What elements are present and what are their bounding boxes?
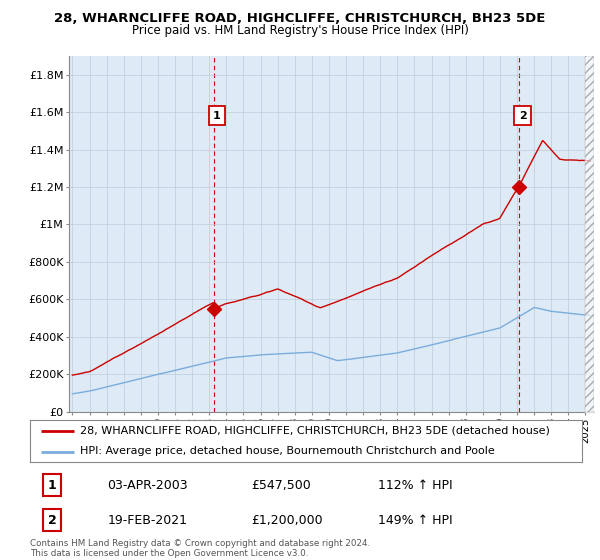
Text: 149% ↑ HPI: 149% ↑ HPI — [378, 514, 452, 526]
Text: 1: 1 — [48, 479, 56, 492]
Text: 2: 2 — [518, 111, 526, 121]
Text: 28, WHARNCLIFFE ROAD, HIGHCLIFFE, CHRISTCHURCH, BH23 5DE: 28, WHARNCLIFFE ROAD, HIGHCLIFFE, CHRIST… — [55, 12, 545, 25]
Text: 19-FEB-2021: 19-FEB-2021 — [107, 514, 187, 526]
Text: 03-APR-2003: 03-APR-2003 — [107, 479, 188, 492]
Text: 112% ↑ HPI: 112% ↑ HPI — [378, 479, 452, 492]
Text: 2: 2 — [48, 514, 56, 526]
Text: Price paid vs. HM Land Registry's House Price Index (HPI): Price paid vs. HM Land Registry's House … — [131, 24, 469, 36]
Text: 1: 1 — [213, 111, 221, 121]
Text: £1,200,000: £1,200,000 — [251, 514, 322, 526]
Text: Contains HM Land Registry data © Crown copyright and database right 2024.
This d: Contains HM Land Registry data © Crown c… — [30, 539, 370, 558]
Text: 28, WHARNCLIFFE ROAD, HIGHCLIFFE, CHRISTCHURCH, BH23 5DE (detached house): 28, WHARNCLIFFE ROAD, HIGHCLIFFE, CHRIST… — [80, 426, 550, 436]
Text: HPI: Average price, detached house, Bournemouth Christchurch and Poole: HPI: Average price, detached house, Bour… — [80, 446, 494, 456]
Text: £547,500: £547,500 — [251, 479, 311, 492]
